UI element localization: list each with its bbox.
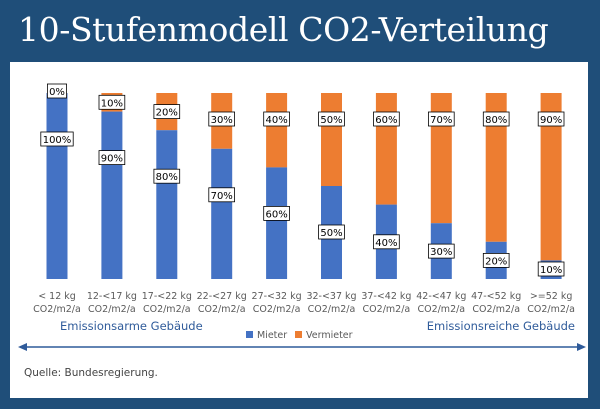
data-label-mieter: 80% — [156, 172, 178, 183]
page-title: 10-Stufenmodell CO2-Verteilung — [18, 10, 549, 49]
data-label-vermieter-box — [208, 111, 236, 127]
bar-vermieter — [321, 93, 342, 186]
x-tick-label: CO2/m2/a — [143, 304, 191, 315]
data-label-vermieter: 70% — [430, 115, 452, 126]
data-label-vermieter: 60% — [375, 115, 397, 126]
x-tick-label: CO2/m2/a — [33, 304, 81, 315]
x-tick-label: CO2/m2/a — [308, 304, 356, 315]
bar-mieter — [211, 148, 233, 279]
x-tick-label: CO2/m2/a — [363, 304, 411, 315]
x-tick-label: CO2/m2/a — [253, 304, 301, 315]
x-tick-label: CO2/m2/a — [88, 304, 136, 315]
data-label-vermieter-box — [153, 104, 181, 119]
bar-mieter — [101, 111, 123, 279]
data-label-mieter: 40% — [375, 238, 397, 249]
legend-label-vermieter: Vermieter — [306, 330, 353, 341]
stacked-bar-chart: 0% 100% 10% 90% 20% 80% 30% 70% 40% 60% 50% 50% 60% 4… — [18, 83, 586, 351]
x-tick-label: CO2/m2/a — [527, 304, 575, 315]
annotation-right: Emissionsreiche Gebäude — [427, 319, 575, 333]
data-label-vermieter: 50% — [320, 115, 342, 126]
data-label-vermieter-box — [537, 111, 565, 127]
data-label-vermieter: 0% — [49, 87, 65, 98]
data-label-mieter: 30% — [430, 247, 452, 258]
data-label-mieter-box — [263, 205, 290, 221]
x-tick-label: CO2/m2/a — [417, 304, 465, 315]
data-label-vermieter: 10% — [101, 98, 123, 109]
x-tick-label: 32-<37 kg — [306, 291, 356, 302]
chart-card: 0% 100% 10% 90% 20% 80% 30% 70% 40% 60% 50% 50% 60% 4… — [10, 62, 588, 398]
data-label-mieter: 90% — [101, 154, 123, 165]
data-label-vermieter-box — [427, 111, 455, 127]
x-tick-label: CO2/m2/a — [198, 304, 246, 315]
legend-swatch-mieter — [246, 331, 253, 338]
x-tick-label: 17-<22 kg — [142, 291, 192, 302]
legend-swatch-vermieter — [295, 331, 302, 338]
data-label-vermieter-box — [98, 94, 126, 110]
x-tick-label: 27-<32 kg — [252, 291, 302, 302]
data-label-mieter: 100% — [43, 135, 72, 146]
legend-label-mieter: Mieter — [257, 330, 287, 341]
x-tick-label: 47-<52 kg — [471, 291, 521, 302]
annotation-left: Emissionsarme Gebäude — [60, 319, 203, 333]
bar-vermieter — [485, 93, 507, 242]
x-tick-label: CO2/m2/a — [472, 304, 520, 315]
bar-vermieter — [540, 93, 562, 261]
data-label-vermieter: 20% — [156, 108, 178, 119]
x-tick-label: 37-<42 kg — [361, 291, 411, 302]
data-label-mieter-box — [208, 187, 236, 203]
data-label-vermieter-box — [318, 111, 345, 127]
data-label-mieter-box — [318, 224, 345, 240]
bar-mieter — [266, 167, 288, 279]
data-label-mieter-box — [537, 261, 565, 277]
data-label-vermieter-box — [263, 111, 290, 127]
bar-vermieter — [375, 93, 397, 205]
data-label-mieter: 50% — [320, 228, 342, 239]
x-tick-label: >=52 kg — [530, 291, 573, 302]
arrow-head-right — [577, 343, 586, 351]
data-label-vermieter-box — [373, 111, 400, 127]
data-label-vermieter: 80% — [485, 115, 507, 126]
data-label-vermieter: 40% — [265, 115, 287, 126]
source-note: Quelle: Bundesregierung. — [24, 367, 158, 379]
x-tick-label: 22-<27 kg — [197, 291, 247, 302]
data-label-vermieter-box — [47, 83, 68, 99]
bar-vermieter — [266, 93, 288, 168]
x-tick-label: 12-<17 kg — [87, 291, 137, 302]
data-label-mieter-box — [427, 243, 455, 259]
data-label-vermieter: 30% — [211, 115, 233, 126]
data-label-mieter-box — [40, 131, 74, 147]
data-label-mieter: 20% — [485, 256, 507, 267]
data-label-vermieter: 90% — [540, 115, 562, 126]
x-tick-label: < 12 kg — [38, 291, 76, 302]
data-label-mieter-box — [373, 234, 400, 250]
arrow-head-left — [18, 343, 27, 351]
data-label-mieter: 10% — [540, 265, 562, 276]
data-label-mieter-box — [482, 252, 510, 268]
data-label-vermieter-box — [482, 111, 510, 127]
data-label-mieter: 60% — [265, 209, 287, 220]
bar-mieter — [46, 93, 68, 279]
data-label-mieter: 70% — [211, 191, 233, 202]
data-label-mieter-box — [98, 150, 126, 165]
data-label-mieter-box — [153, 168, 181, 184]
x-tick-label: 42-<47 kg — [416, 291, 466, 302]
bar-mieter — [156, 130, 178, 279]
